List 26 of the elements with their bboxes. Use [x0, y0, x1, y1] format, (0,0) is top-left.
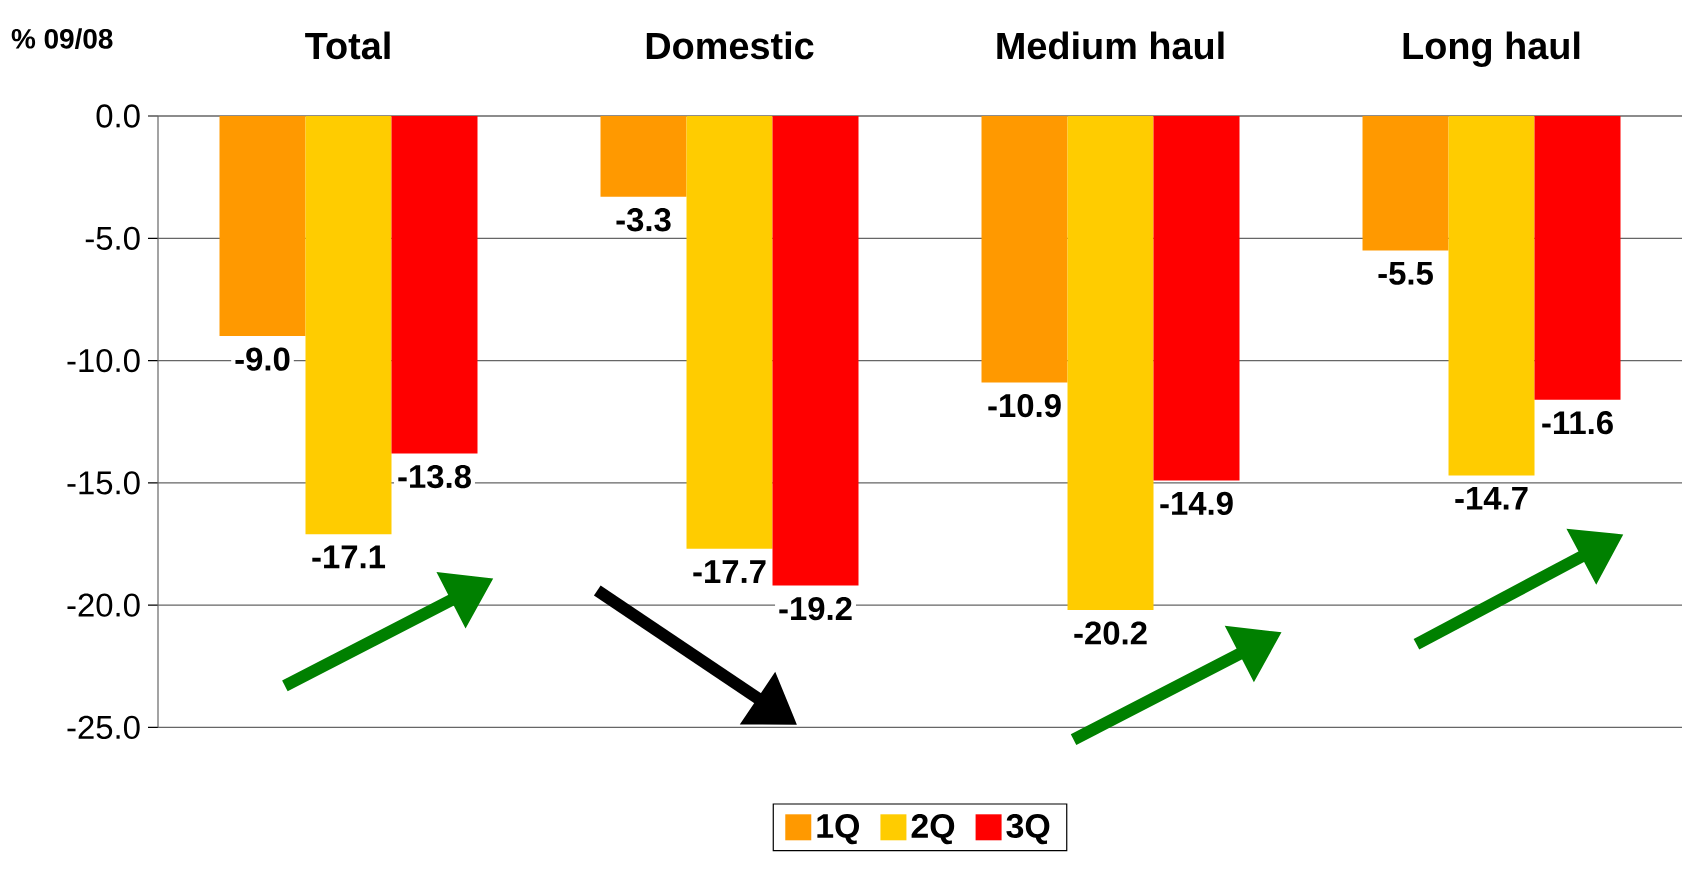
x-tick-label: Domestic	[646, 31, 814, 60]
data-label: -17.7	[693, 560, 766, 583]
y-tick-label: -15.0	[67, 471, 140, 495]
y-tick-label: -5.0	[85, 226, 140, 250]
y-tick-label: -25.0	[67, 715, 140, 740]
data-label: -14.9	[1160, 491, 1233, 516]
data-label: -13.8	[398, 464, 471, 489]
legend-label: 1Q	[817, 813, 860, 845]
data-label: -14.7	[1455, 486, 1528, 510]
data-label: -11.6	[1542, 411, 1613, 435]
data-label: -19.2	[779, 596, 852, 621]
data-label: -10.9	[988, 393, 1061, 418]
data-label: -5.5	[1378, 261, 1433, 285]
x-tick-label: Medium haul	[997, 31, 1224, 60]
data-label: -17.1	[312, 545, 386, 569]
x-tick-label: Total	[305, 31, 390, 60]
y-tick-label: 0.0	[96, 104, 140, 128]
data-label: -9.0	[235, 347, 290, 371]
legend-label: 2Q	[911, 813, 955, 845]
y-tick-label: -10.0	[67, 348, 140, 373]
data-label: -3.3	[616, 208, 671, 232]
x-tick-label: Long haul	[1403, 31, 1580, 67]
data-label: -20.2	[1074, 621, 1147, 645]
legend-label: 3Q	[1006, 813, 1050, 845]
y-axis-title: % 09/08	[11, 28, 113, 49]
y-tick-label: -20.0	[67, 593, 140, 617]
